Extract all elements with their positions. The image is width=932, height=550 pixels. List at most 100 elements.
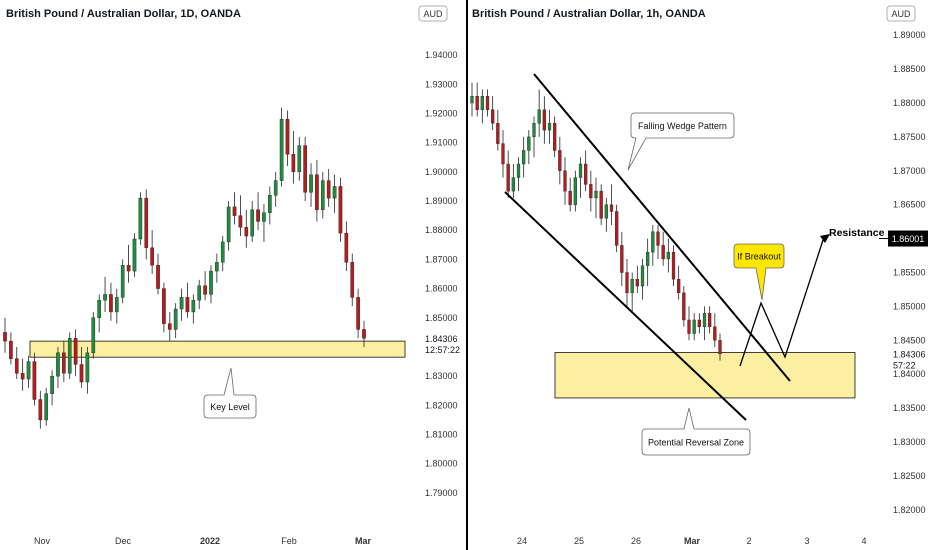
x-tick-label: Nov [34,536,51,546]
y-tick-label: 1.84000 [893,369,926,379]
candle-body [273,180,278,196]
x-tick-label: 3 [804,536,809,546]
y-tick-label: 1.85500 [893,268,926,278]
candle-body [197,285,202,301]
candle-body [73,338,78,365]
candle-body [527,136,531,151]
breakout-projection-path [739,236,825,367]
candle-body [635,279,639,287]
candle-body [38,399,43,421]
candle-body [115,297,119,313]
candle-body [173,308,178,330]
candle-body [26,361,31,380]
wedge-callout-bubble [627,112,735,171]
x-tick-label: 4 [861,536,866,546]
y-tick-label: 1.90000 [425,167,458,177]
candle-body [511,177,515,192]
x-tick-label: 26 [631,536,641,546]
candle-body [62,352,66,374]
candle-body [718,340,722,355]
candle-body [584,163,588,185]
candle-body [203,285,207,295]
breakout-callout-bubble [733,243,785,301]
currency-badge [418,5,448,22]
y-tick-label: 1.86500 [893,200,926,210]
candle-body [209,270,213,295]
y-tick-label: 1.85000 [893,301,926,311]
candle-body [350,262,355,298]
wedge-lower-line [504,191,747,421]
currency-badge-label: AUD [423,9,443,19]
candle-body [485,95,490,110]
candle-body [506,163,510,192]
candle-body [297,145,302,173]
currency-badge-label: AUD [891,9,911,19]
candle-body [491,109,495,124]
candle-body [713,326,717,341]
chart-title-daily: British Pound / Australian Dollar, 1D, O… [6,8,241,20]
candle-body [315,174,319,210]
candle-body [532,123,536,138]
candle-body [320,180,325,210]
chart-title-hourly: British Pound / Australian Dollar, 1h, O… [472,8,706,20]
x-tick-label: Mar [355,536,372,546]
candle-body [568,190,572,205]
candle-body [362,329,366,339]
candle-body [615,211,619,246]
y-tick-label: 1.85000 [425,313,458,323]
y-tick-label: 1.88500 [893,64,926,74]
daily-chart[interactable]: AUD 1.94000 1.93000 1.92000 1.91000 1.90000 1.… [0,0,466,550]
y-tick-label: 1.84500 [893,335,926,345]
zone-box [29,340,406,358]
candle-body [126,265,131,272]
candle-body [542,109,546,131]
hourly-chart[interactable]: AUD 1.89000 1.88500 1.88000 1.87500 1.87000 1.… [468,0,932,550]
candle-body [268,194,272,213]
y-tick-label: 1.87500 [893,132,926,142]
candle-body [496,123,500,144]
y-tick-label: 1.93000 [425,79,458,89]
candle-body [32,361,37,400]
y-tick-label: 1.83000 [425,371,458,381]
candle-body [232,206,237,216]
candle-body [85,352,90,383]
countdown-label: 57:22 [893,360,916,370]
key-level-callout-bubble [203,367,257,419]
countdown-label: 12:57:22 [425,345,460,355]
resistance-price-badge [888,230,928,247]
y-tick-label: 1.86000 [425,284,458,294]
candle-body [558,150,562,171]
y-tick-label: 1.87000 [425,254,458,264]
candle-body [640,265,645,287]
candle-body [708,312,712,327]
candle-body [594,190,598,199]
candle-body [677,279,681,294]
key-level-callout-label: Key Level [210,402,250,412]
candle-body [332,186,337,199]
candle-body [44,393,49,421]
candle-body [589,184,593,199]
candle-body [9,340,13,359]
y-tick-label: 1.94000 [425,50,458,60]
zone-callout-label: Potential Reversal Zone [648,438,744,448]
candle-body [326,180,331,199]
candle-body [671,251,676,280]
candle-body [344,232,349,263]
candle-body [20,373,25,380]
candle-body [185,297,190,313]
candle-body [162,288,166,324]
candle-body [470,95,474,104]
currency-badge [886,5,916,22]
y-tick-label: 1.88000 [893,98,926,108]
candle-body [661,245,665,260]
candle-body [103,294,107,301]
y-tick-label: 1.83000 [893,437,926,447]
candle-body [501,143,505,165]
x-tick-label: 2022 [200,536,220,546]
y-tick-label: 1.89000 [893,30,926,40]
candle-body [651,231,655,253]
price-label: 1.84306 [425,334,458,344]
candle-body [547,123,552,131]
candle-body [238,215,243,228]
y-tick-label: 1.80000 [425,459,458,469]
